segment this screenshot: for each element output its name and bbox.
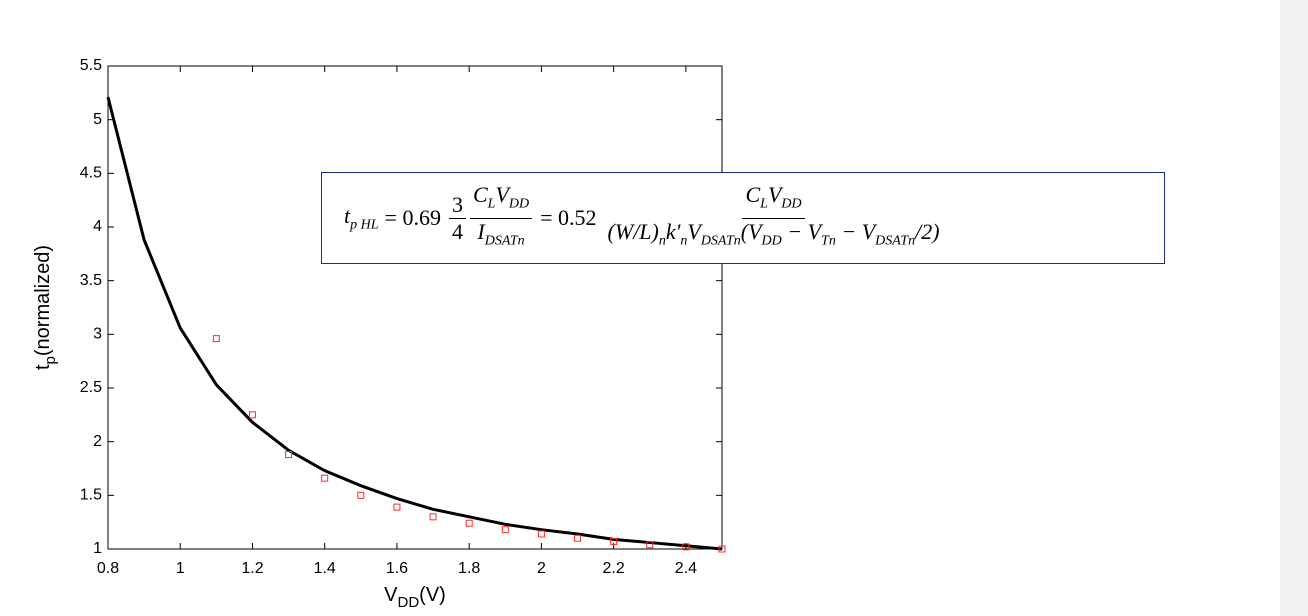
data-point: [393, 503, 401, 511]
eq-den: IDSATn: [474, 219, 527, 254]
x-axis-label: VDD(V): [384, 584, 446, 611]
x-tick-label: 1.6: [386, 560, 408, 577]
x-label-part: DD: [398, 594, 420, 611]
x-tick-label: 1.2: [241, 560, 263, 577]
x-tick-label: 2.2: [603, 560, 625, 577]
x-tick-label: 1.8: [458, 560, 480, 577]
fraction: CLVDD IDSATn: [469, 182, 533, 254]
data-point: [537, 530, 545, 538]
eq-text: = 0.69: [384, 205, 441, 230]
eq-text: = 0.52: [540, 205, 597, 230]
eq-text: − V: [781, 218, 822, 244]
data-point: [212, 335, 220, 343]
eq-sub: p HL: [350, 217, 379, 233]
data-point: [429, 513, 437, 521]
eq-text: C: [745, 182, 761, 208]
eq-text: (V: [740, 218, 762, 244]
data-point: [501, 526, 509, 534]
fraction: CLVDD (W/L)nk'nVDSATn(VDD − VTn − VDSATn/…: [605, 182, 943, 254]
y-tick-label: 3: [93, 326, 102, 343]
eq-text: k': [665, 218, 681, 244]
eq-sub: DSATn: [875, 232, 916, 248]
x-label-part: (V): [419, 584, 446, 606]
data-point: [285, 451, 293, 459]
scrollbar: [1280, 0, 1308, 616]
eq-sub: n: [680, 232, 688, 248]
y-tick-label: 4: [93, 218, 102, 235]
eq-den: (W/L)nk'nVDSATn(VDD − VTn − VDSATn/2): [605, 219, 943, 254]
eq-num: CLVDD: [469, 182, 533, 219]
eq-text: I: [477, 218, 485, 244]
eq-sub: DSATn: [700, 232, 741, 248]
x-tick-label: 1.4: [314, 560, 336, 577]
data-point: [248, 411, 256, 419]
x-tick-label: 0.8: [97, 560, 119, 577]
y-label-part: p: [42, 356, 59, 364]
y-axis-label: tp(normalized): [32, 245, 59, 370]
plot-frame: [107, 65, 723, 550]
x-tick-label: 1: [176, 560, 185, 577]
y-tick-label: 3.5: [80, 272, 102, 289]
y-label-part: (normalized): [32, 245, 54, 356]
data-point: [357, 491, 365, 499]
eq-text: V: [767, 182, 782, 208]
eq-sub: L: [760, 196, 768, 212]
eq-sub: DD: [761, 232, 782, 248]
data-point: [321, 474, 329, 482]
y-label-part: t: [32, 364, 54, 370]
eq-text: t: [344, 202, 351, 228]
eq-sub: L: [487, 196, 496, 212]
data-point: [646, 541, 654, 549]
y-tick-label: 5: [93, 111, 102, 128]
data-point: [574, 534, 582, 542]
eq-text: − V: [835, 218, 876, 244]
eq-lhs: tp HL: [344, 203, 379, 233]
eq-sub: DSATn: [484, 232, 525, 248]
y-tick-label: 2: [93, 433, 102, 450]
x-tick-label: 2: [537, 560, 546, 577]
eq-num: CLVDD: [742, 182, 805, 219]
eq-sub: DD: [781, 196, 802, 212]
x-label-part: V: [384, 584, 398, 606]
eq-text: V: [495, 182, 509, 208]
data-point: [610, 537, 618, 545]
eq-text: /2): [915, 218, 940, 244]
eq-text: 3: [448, 192, 466, 219]
eq-text: 4: [451, 218, 463, 244]
x-tick-label: 2.4: [675, 560, 697, 577]
eq-text: (W/L): [607, 218, 659, 244]
data-line: [106, 96, 723, 551]
eq-sub: Tn: [821, 232, 836, 248]
eq-sub: n: [658, 232, 666, 248]
eq-text: C: [472, 182, 488, 208]
data-point: [718, 545, 726, 553]
y-tick-label: 5.5: [80, 57, 102, 74]
eq-sub: DD: [508, 196, 530, 212]
data-point: [682, 543, 690, 551]
y-tick-label: 1.5: [80, 487, 102, 504]
y-tick-label: 2.5: [80, 379, 102, 396]
eq-text: V: [687, 218, 701, 244]
y-tick-label: 4.5: [80, 165, 102, 182]
data-point: [465, 519, 473, 527]
y-tick-label: 1: [93, 540, 102, 557]
